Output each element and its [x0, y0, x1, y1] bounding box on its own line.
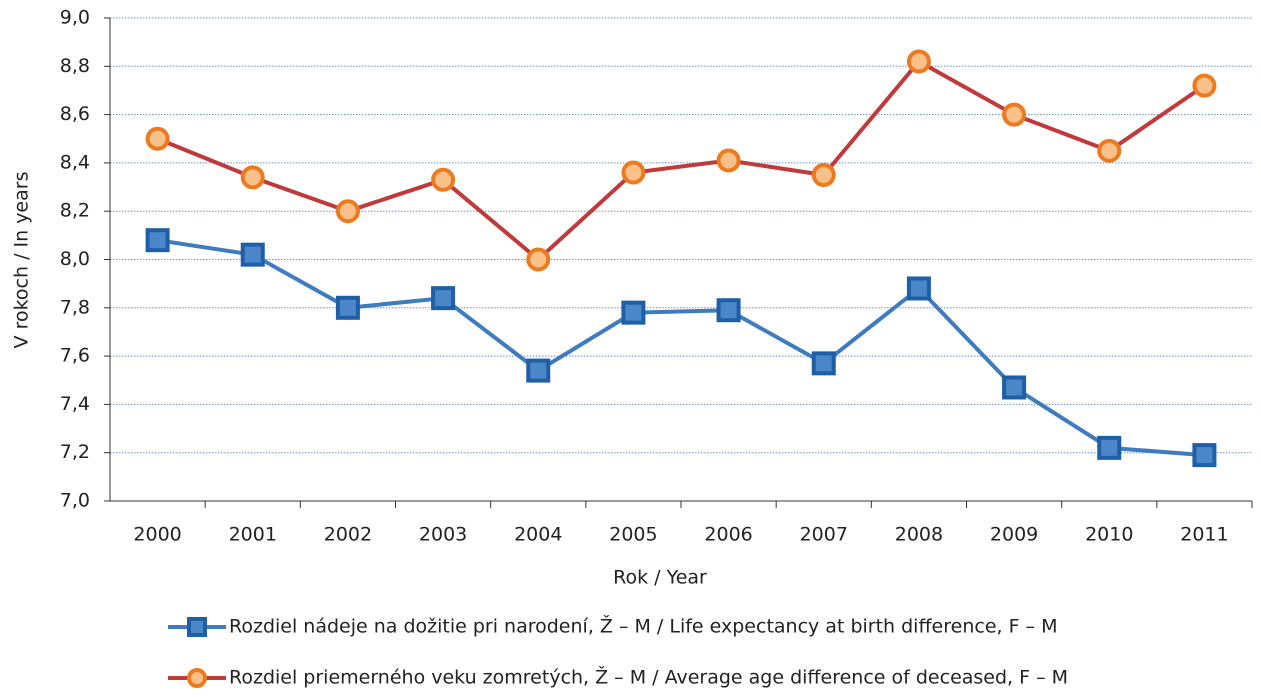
y-tick-label: 7,4 — [60, 393, 90, 415]
x-tick-label: 2000 — [133, 524, 181, 546]
data-point — [526, 247, 551, 272]
data-point — [811, 351, 836, 376]
data-point — [431, 286, 456, 311]
y-tick-label: 8,8 — [60, 55, 90, 77]
data-point — [621, 300, 646, 325]
data-point — [335, 295, 360, 320]
legend-label: Rozdiel nádeje na dožitie pri narodení, … — [229, 615, 1058, 638]
data-point — [906, 49, 931, 74]
data-point — [621, 160, 646, 185]
y-tick-label: 7,0 — [60, 490, 90, 512]
y-tick-label: 9,0 — [60, 7, 90, 29]
y-tick-label: 7,6 — [60, 345, 90, 367]
data-point — [1192, 443, 1217, 468]
x-tick-label: 2010 — [1085, 524, 1133, 546]
x-tick-label: 2009 — [990, 524, 1038, 546]
x-tick-label: 2005 — [609, 524, 657, 546]
data-point — [716, 148, 741, 173]
data-point — [240, 165, 265, 190]
data-point — [906, 276, 931, 301]
x-tick-label: 2003 — [419, 524, 467, 546]
y-tick-label: 7,8 — [60, 296, 90, 318]
x-tick-label: 2006 — [704, 524, 752, 546]
x-axis-label: Rok / Year — [613, 567, 707, 589]
y-tick-label: 8,4 — [60, 151, 90, 173]
x-tick-label: 2004 — [514, 524, 562, 546]
x-tick-label: 2002 — [324, 524, 372, 546]
data-point — [1002, 375, 1027, 400]
y-tick-label: 8,2 — [60, 200, 90, 222]
legend-marker — [187, 668, 207, 688]
data-point — [335, 199, 360, 224]
legend-label: Rozdiel priemerného veku zomretých, Ž – … — [229, 666, 1068, 689]
y-tick-label: 7,2 — [60, 441, 90, 463]
y-tick-label: 8,6 — [60, 103, 90, 125]
data-point — [1097, 435, 1122, 460]
legend-marker — [187, 617, 207, 637]
data-point — [811, 162, 836, 187]
data-point — [716, 298, 741, 323]
x-tick-label: 2008 — [895, 524, 943, 546]
y-axis-label: V rokoch / In years — [11, 172, 33, 349]
data-point — [145, 228, 170, 253]
x-tick-label: 2001 — [229, 524, 277, 546]
data-point — [240, 242, 265, 267]
x-tick-label: 2007 — [800, 524, 848, 546]
data-point — [526, 358, 551, 383]
data-point — [1192, 73, 1217, 98]
data-point — [1097, 138, 1122, 163]
y-tick-label: 8,0 — [60, 248, 90, 270]
series-line — [157, 238, 1205, 458]
data-point — [145, 126, 170, 151]
x-tick-label: 2011 — [1180, 524, 1228, 546]
data-point — [431, 167, 456, 192]
data-point — [1002, 102, 1027, 127]
series-line — [156, 58, 1206, 263]
